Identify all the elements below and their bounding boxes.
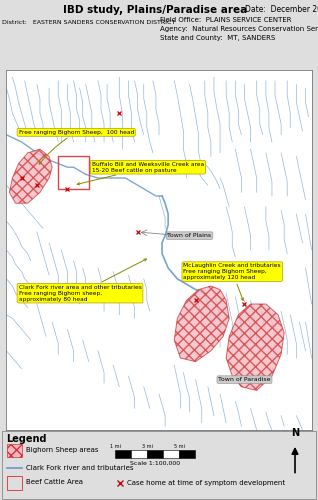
Polygon shape bbox=[10, 149, 52, 203]
Bar bbox=[115, 450, 131, 458]
Text: Buffalo Bill and Weeksville Creek area
15-20 Beef cattle on pasture: Buffalo Bill and Weeksville Creek area 1… bbox=[77, 162, 204, 185]
Text: Bighorn Sheep areas: Bighorn Sheep areas bbox=[26, 448, 99, 454]
Text: 3 mi: 3 mi bbox=[142, 444, 152, 448]
Bar bbox=[131, 450, 147, 458]
Polygon shape bbox=[226, 304, 284, 390]
Text: N: N bbox=[291, 428, 299, 438]
Text: Town of Paradise: Town of Paradise bbox=[218, 377, 271, 382]
Text: 1 mi: 1 mi bbox=[110, 444, 121, 448]
Text: Beef Cattle Area: Beef Cattle Area bbox=[26, 480, 83, 486]
Text: Legend: Legend bbox=[6, 434, 46, 444]
Text: Scale 1:100,000: Scale 1:100,000 bbox=[130, 461, 180, 466]
Bar bbox=[7, 476, 22, 490]
Text: IBD study, Plains/Paradise area: IBD study, Plains/Paradise area bbox=[63, 5, 247, 15]
Bar bbox=[163, 450, 179, 458]
Text: Agency:  Natural Resources Conservation Service: Agency: Natural Resources Conservation S… bbox=[160, 26, 318, 32]
Bar bbox=[179, 450, 195, 458]
Text: Free ranging Bighorn Sheep,  100 head: Free ranging Bighorn Sheep, 100 head bbox=[18, 130, 134, 164]
Bar bbox=[58, 156, 89, 189]
Text: McLaughlin Creek and tributaries
Free ranging Bighorn Sheep,
approximately 120 h: McLaughlin Creek and tributaries Free ra… bbox=[183, 264, 281, 300]
Text: Case home at time of symptom development: Case home at time of symptom development bbox=[127, 480, 285, 486]
Text: 5 mi: 5 mi bbox=[174, 444, 184, 448]
Text: Clark Fork river and tributaries: Clark Fork river and tributaries bbox=[26, 465, 134, 471]
Text: District:   EASTERN SANDERS CONSERVATION DISTRICT: District: EASTERN SANDERS CONSERVATION D… bbox=[2, 20, 175, 25]
Text: Clark Fork river area and other tributaries
Free ranging Bighorn sheep,
approxim: Clark Fork river area and other tributar… bbox=[18, 259, 146, 302]
Polygon shape bbox=[7, 444, 22, 456]
Text: Date:  December 2011: Date: December 2011 bbox=[245, 5, 318, 14]
Bar bbox=[147, 450, 163, 458]
Text: Town of Plains: Town of Plains bbox=[168, 233, 211, 238]
Text: State and County:  MT, SANDERS: State and County: MT, SANDERS bbox=[160, 35, 275, 41]
Polygon shape bbox=[174, 286, 229, 362]
Text: Field Office:  PLAINS SERVICE CENTER: Field Office: PLAINS SERVICE CENTER bbox=[160, 17, 292, 23]
